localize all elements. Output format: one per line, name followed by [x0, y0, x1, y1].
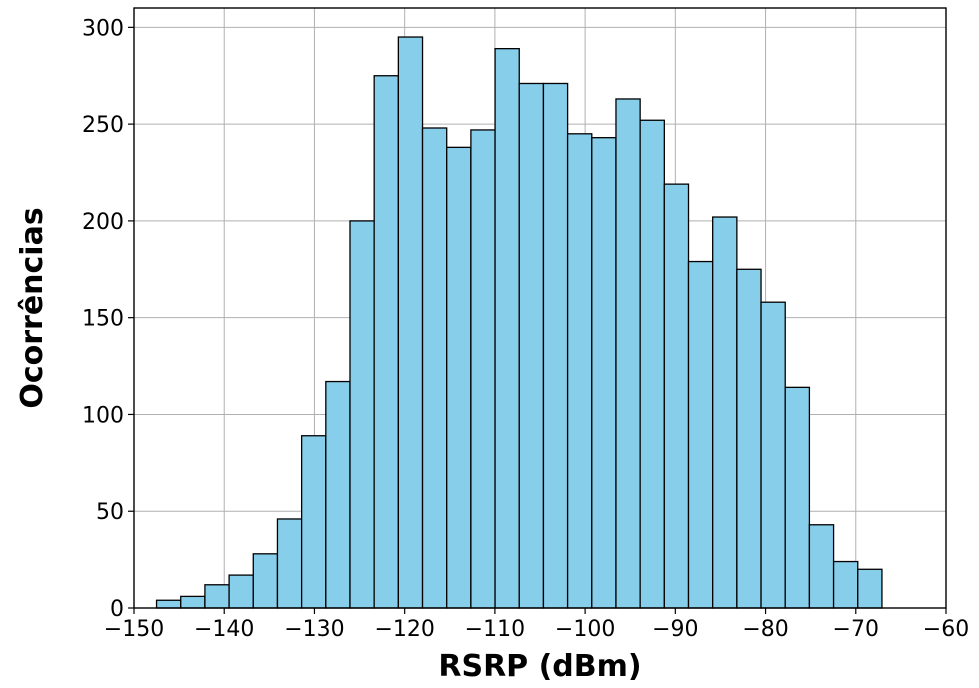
histogram-bars: [155, 36, 883, 609]
x-axis-ticks: −150 −140 −130 −120 −110 −100 −90 −80 −70 −60: [104, 608, 969, 642]
histogram-bar: [204, 584, 230, 609]
histogram-bar: [566, 133, 593, 609]
x-tick-label: −130: [284, 617, 344, 642]
plot-area-frame: [133, 7, 947, 609]
x-tick-label: −100: [555, 617, 615, 642]
y-axis-ticks: 0 50 100 150 200 250 300: [82, 16, 134, 622]
histogram-bar: [421, 127, 448, 609]
x-tick-label: −90: [652, 617, 698, 642]
histogram-bar: [784, 386, 811, 609]
histogram-bar: [470, 129, 496, 609]
y-tick-label: 150: [82, 307, 124, 332]
histogram-bar: [639, 119, 665, 609]
histogram-bar: [155, 599, 182, 609]
histogram-bar: [373, 75, 400, 609]
histogram-bar: [736, 268, 762, 609]
histogram-bar: [808, 524, 835, 609]
x-tick-label: −70: [833, 617, 879, 642]
histogram-bar: [518, 82, 545, 609]
histogram-bar: [494, 47, 520, 609]
histogram-bar: [397, 36, 424, 609]
x-tick-label: −60: [923, 617, 969, 642]
histogram-bar: [252, 553, 279, 609]
histogram-bar: [615, 98, 641, 609]
histogram-bar: [832, 560, 859, 609]
histogram-bar: [591, 137, 617, 609]
histogram-bar: [349, 220, 375, 609]
histogram-bar: [300, 435, 327, 609]
y-axis-title: Ocorrências: [15, 207, 50, 408]
x-tick-label: −150: [104, 617, 164, 642]
x-tick-label: −80: [742, 617, 788, 642]
x-tick-label: −140: [194, 617, 254, 642]
x-tick-label: −110: [465, 617, 525, 642]
histogram-bar: [228, 574, 254, 609]
y-tick-label: 50: [96, 500, 124, 525]
histogram-bar: [663, 183, 690, 609]
histogram-bar: [276, 518, 303, 609]
y-tick-label: 0: [110, 597, 124, 622]
histogram-bar: [446, 146, 472, 609]
histogram-bar: [180, 595, 206, 609]
histogram-bar: [857, 568, 883, 609]
x-axis-title: RSRP (dBm): [438, 649, 641, 683]
histogram-bar: [542, 82, 569, 609]
x-tick-label: −120: [374, 617, 434, 642]
y-tick-label: 100: [82, 403, 124, 428]
histogram-bar: [325, 380, 351, 609]
histogram-bar: [712, 216, 738, 609]
histogram-bar: [687, 260, 714, 609]
histogram-bar: [760, 301, 786, 609]
y-tick-label: 250: [82, 113, 124, 138]
y-tick-label: 300: [82, 16, 124, 41]
y-tick-label: 200: [82, 210, 124, 235]
